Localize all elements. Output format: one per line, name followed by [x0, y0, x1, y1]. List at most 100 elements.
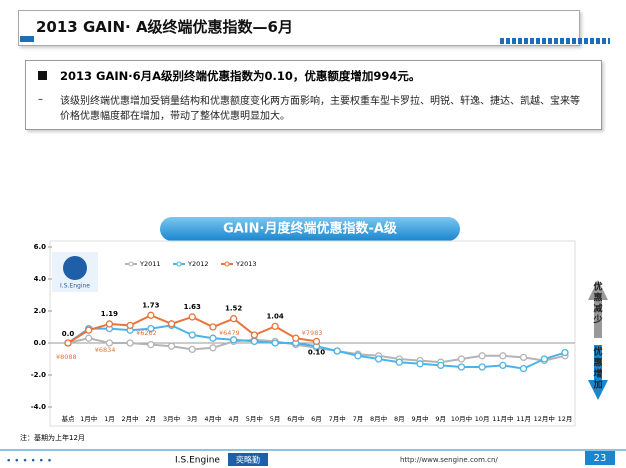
header-accent [20, 36, 34, 42]
price-annotation: ¥6262 [136, 329, 157, 337]
price-annotation: ¥7983 [302, 329, 323, 337]
point [167, 342, 176, 350]
x-tick-label: 5月 [270, 415, 281, 423]
x-tick-label: 4月 [228, 415, 239, 423]
footer-brand-cn: 奕略勤 [236, 455, 260, 465]
dash: – [38, 94, 43, 105]
point [126, 321, 134, 330]
x-tick-label: 基点 [62, 414, 76, 423]
logo-icon [63, 256, 87, 280]
x-tick-label: 6月 [311, 415, 322, 423]
point [230, 336, 238, 344]
point [147, 324, 155, 333]
x-tick-label: 2月 [146, 415, 157, 423]
x-tick-label: 2月中 [122, 414, 139, 423]
side-label: 少 [592, 314, 602, 326]
point [354, 352, 362, 360]
legend-marker [176, 261, 182, 267]
chart-title-bg [160, 217, 460, 241]
header-stripe [500, 38, 610, 44]
point [167, 320, 176, 328]
point [478, 352, 486, 360]
x-tick-label: 12月中 [534, 414, 555, 423]
legend-marker [224, 261, 230, 267]
header-box [18, 10, 580, 46]
y-tick-label: -2.0 [31, 371, 46, 379]
chart-title: GAIN·月度终端优惠指数-A级 [223, 221, 398, 237]
x-tick-label: 11月中 [492, 414, 513, 423]
x-tick-label: 1月中 [80, 414, 97, 423]
footer-brand-bg [228, 453, 268, 466]
bullet [38, 71, 47, 80]
point [499, 361, 507, 370]
x-tick-label: 7月中 [329, 414, 346, 423]
page-bg [585, 451, 615, 465]
y-tick-label: -4.0 [31, 403, 46, 411]
point [64, 339, 72, 347]
x-tick-label: 5月中 [246, 414, 263, 423]
detail: 该级别终端优惠增加受销量结构和优惠额度变化两方面影响，主要权重车型卡罗拉、明锐、… [60, 96, 580, 122]
side-label: 惠 [593, 357, 602, 369]
point [416, 360, 424, 368]
x-tick-label: 9月 [435, 415, 446, 423]
point [147, 340, 155, 349]
value-label: 1.63 [184, 303, 201, 311]
footer-brand: I.S.Engine [175, 456, 220, 466]
side-label: 增 [593, 368, 602, 380]
footer-url: http://www.sengine.com.cn/ [400, 456, 498, 464]
x-tick-label: 4月中 [204, 414, 221, 423]
point [374, 355, 383, 363]
point [333, 347, 341, 355]
footer-dots: • • • • • • [6, 457, 52, 467]
note: 注：基期为上年12月 [20, 433, 85, 442]
price-annotation: ¥6479 [219, 329, 240, 337]
x-tick-label: 10月 [475, 415, 490, 423]
arrow-up [588, 280, 608, 338]
legend-marker [128, 261, 134, 267]
point [188, 313, 196, 321]
point [188, 345, 196, 354]
point [105, 339, 114, 347]
point [250, 331, 259, 339]
value-label: 0.10 [308, 348, 325, 356]
point [519, 353, 528, 362]
page-title: 2013 GAIN· A级终端优惠指数—6月 [36, 18, 293, 36]
point [457, 355, 466, 363]
price-annotation: ¥6834 [95, 346, 116, 354]
point [519, 364, 528, 373]
x-tick-label: 7月 [353, 415, 364, 423]
arrow-down [588, 345, 608, 400]
side-label: 加 [592, 379, 602, 391]
plot-frame [49, 240, 576, 427]
point [395, 358, 403, 366]
point [147, 311, 155, 319]
x-tick-label: 1月 [104, 415, 115, 423]
x-tick-label: 10月中 [451, 414, 472, 423]
y-tick-label: 2.0 [34, 307, 47, 315]
x-tick-label: 6月中 [287, 414, 304, 423]
x-tick-label: 12月 [558, 415, 573, 423]
point [250, 337, 259, 346]
x-tick-label: 8月 [394, 415, 405, 423]
x-tick-label: 3月 [187, 415, 198, 423]
point [437, 361, 445, 370]
logo-text: I.S.Engine [60, 283, 90, 290]
point [457, 363, 466, 371]
y-tick-label: 0.0 [34, 339, 47, 347]
point [271, 339, 279, 347]
value-label: 1.04 [266, 312, 283, 320]
side-label-up: 优惠减少 [596, 261, 600, 264]
side-label: 优 [593, 281, 602, 293]
summary-box [25, 60, 602, 130]
side-label: 优 [593, 346, 602, 358]
point [209, 323, 217, 331]
y-tick-label: 4.0 [34, 275, 47, 283]
point [126, 339, 134, 347]
point [85, 326, 93, 334]
y-tick-label: 6.0 [34, 243, 47, 251]
point [478, 363, 486, 371]
value-label: 1.19 [101, 310, 118, 318]
x-tick-label: 11月 [516, 415, 531, 423]
point [209, 344, 217, 352]
